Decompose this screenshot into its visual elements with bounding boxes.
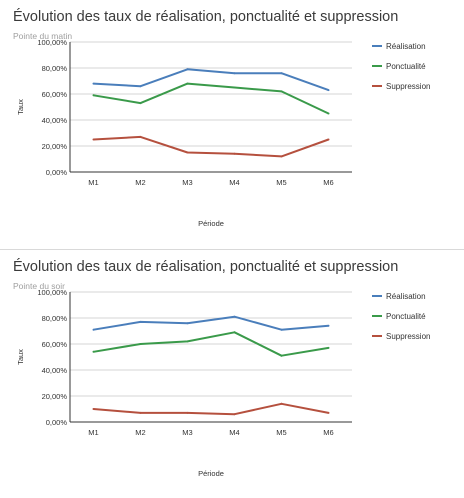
x-tick-label: M5 xyxy=(276,428,286,437)
y-tick-label: 20,00% xyxy=(42,392,68,401)
data-point xyxy=(233,152,236,155)
data-point xyxy=(92,82,95,85)
data-point xyxy=(327,346,330,349)
x-tick-label: M2 xyxy=(135,178,145,187)
data-point xyxy=(233,315,236,318)
data-point xyxy=(92,328,95,331)
data-point xyxy=(92,350,95,353)
data-point xyxy=(233,86,236,89)
x-axis-title: Période xyxy=(198,469,224,478)
x-tick-label: M4 xyxy=(229,428,239,437)
x-tick-label: M5 xyxy=(276,178,286,187)
x-axis-title: Période xyxy=(198,219,224,228)
data-point xyxy=(280,72,283,75)
x-tick-label: M6 xyxy=(323,178,333,187)
legend-label: Réalisation xyxy=(386,292,426,301)
data-point xyxy=(186,322,189,325)
x-tick-label: M2 xyxy=(135,428,145,437)
series-line-2 xyxy=(93,135,329,158)
data-point xyxy=(92,138,95,141)
legend-label: Ponctualité xyxy=(386,62,426,71)
data-point xyxy=(280,328,283,331)
data-point xyxy=(327,411,330,414)
y-tick-label: 40,00% xyxy=(42,116,68,125)
y-tick-label: 80,00% xyxy=(42,314,68,323)
data-point xyxy=(92,94,95,97)
y-tick-label: 60,00% xyxy=(42,340,68,349)
data-point xyxy=(139,343,142,345)
x-tick-label: M6 xyxy=(323,428,333,437)
data-point xyxy=(139,320,142,323)
data-point xyxy=(327,324,330,327)
x-tick-label: M1 xyxy=(88,178,98,187)
data-point xyxy=(327,138,330,141)
data-point xyxy=(186,340,189,343)
x-tick-label: M4 xyxy=(229,178,239,187)
x-tick-label: M3 xyxy=(182,178,192,187)
data-point xyxy=(92,408,95,410)
data-point xyxy=(139,135,142,138)
legend-label: Réalisation xyxy=(386,42,426,51)
series-line-1 xyxy=(93,331,329,357)
y-tick-label: 0,00% xyxy=(46,168,68,177)
chart-evening-svg: Évolution des taux de réalisation, ponct… xyxy=(13,258,430,478)
chart-panel-morning: Évolution des taux de réalisation, ponct… xyxy=(0,0,464,248)
data-point xyxy=(280,155,283,158)
y-tick-label: 40,00% xyxy=(42,366,68,375)
chart-panel-evening: Évolution des taux de réalisation, ponct… xyxy=(0,249,464,498)
data-point xyxy=(327,89,330,92)
x-tick-label: M1 xyxy=(88,428,98,437)
data-point xyxy=(233,331,236,334)
y-tick-label: 0,00% xyxy=(46,418,68,427)
data-point xyxy=(186,411,189,414)
data-point xyxy=(186,151,189,154)
chart-subtitle: Pointe du soir xyxy=(13,281,65,291)
y-tick-label: 80,00% xyxy=(42,64,68,73)
data-point xyxy=(233,413,236,416)
chart-morning-svg: Évolution des taux de réalisation, ponct… xyxy=(13,8,430,228)
series-line-0 xyxy=(93,315,329,331)
y-axis-title: Taux xyxy=(16,99,25,115)
legend-label: Suppression xyxy=(386,332,430,341)
data-point xyxy=(233,72,236,75)
data-point xyxy=(139,411,142,414)
y-tick-label: 100,00% xyxy=(37,38,67,47)
data-point xyxy=(327,112,330,115)
data-point xyxy=(186,82,189,85)
data-point xyxy=(139,102,142,105)
data-point xyxy=(139,85,142,88)
y-tick-label: 20,00% xyxy=(42,142,68,151)
x-tick-label: M3 xyxy=(182,428,192,437)
legend-label: Ponctualité xyxy=(386,312,426,321)
y-tick-label: 60,00% xyxy=(42,90,68,99)
data-point xyxy=(186,68,189,71)
chart-title: Évolution des taux de réalisation, ponct… xyxy=(13,258,398,275)
data-point xyxy=(280,354,283,357)
data-point xyxy=(280,402,283,405)
y-axis-title: Taux xyxy=(16,349,25,365)
chart-subtitle: Pointe du matin xyxy=(13,31,72,41)
series-line-1 xyxy=(93,82,329,115)
legend-label: Suppression xyxy=(386,82,430,91)
series-line-2 xyxy=(93,402,329,416)
chart-title: Évolution des taux de réalisation, ponct… xyxy=(13,8,398,25)
series-line-0 xyxy=(93,68,329,92)
y-tick-label: 100,00% xyxy=(37,288,67,297)
data-point xyxy=(280,90,283,93)
